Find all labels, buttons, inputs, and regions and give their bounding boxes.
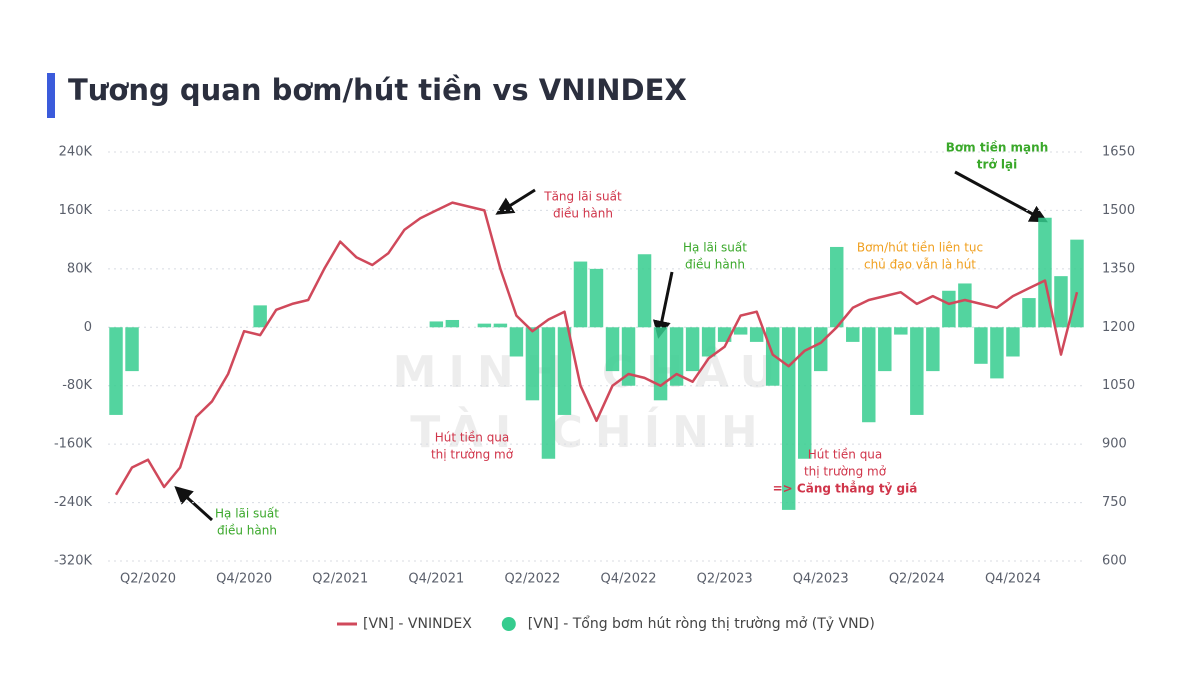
annotation: Bơm/hút tiền liên tục [857, 241, 983, 255]
bar [637, 254, 652, 328]
legend-label: [VN] - VNINDEX [363, 616, 472, 632]
bar [701, 327, 716, 357]
line [114, 201, 1079, 496]
chart-title: Tương quan bơm/hút tiền vs VNINDEX [68, 73, 687, 107]
legend-swatch [501, 617, 516, 631]
bar [1054, 276, 1068, 328]
annotation: Bơm tiền mạnh [946, 141, 1048, 155]
bar [910, 327, 924, 415]
y-tick-label: 240K [59, 145, 93, 160]
bar [621, 327, 636, 386]
y-tick-label: 80K [67, 261, 93, 276]
annotation: chủ đạo vẫn là hút [864, 258, 976, 272]
bar [589, 268, 604, 328]
y2-tick-label: 600 [1102, 554, 1127, 569]
x-tick-label: Q2/2023 [697, 572, 753, 587]
y-tick-label: 0 [84, 320, 92, 335]
arrow [495, 188, 536, 215]
bar [1006, 327, 1020, 357]
x-tick-label: Q4/2021 [408, 572, 464, 587]
y2-tick-label: 900 [1102, 437, 1127, 452]
bar [765, 327, 780, 386]
x-tick-label: Q2/2022 [504, 572, 560, 587]
x-tick-label: Q4/2022 [601, 572, 657, 587]
bar [781, 327, 796, 510]
bar [1038, 217, 1052, 328]
bar [445, 319, 460, 328]
annotation: điều hành [685, 258, 745, 272]
bar [573, 261, 588, 328]
y-tick-label: -80K [62, 378, 92, 393]
annotation: Hạ lãi suất [683, 241, 747, 255]
y-tick-label: -160K [54, 437, 93, 452]
annotation: Hút tiền qua [435, 431, 510, 445]
bar [797, 327, 812, 459]
bar [605, 327, 620, 372]
arrow [653, 271, 674, 339]
legend-label: [VN] - Tổng bơm hút ròng thị trường mở (… [528, 615, 875, 632]
bar [109, 327, 123, 415]
bar [653, 327, 668, 401]
y2-tick-label: 750 [1102, 495, 1127, 510]
bar [557, 327, 572, 415]
bar [862, 327, 876, 423]
title-accent [47, 73, 55, 118]
bar [125, 327, 139, 372]
annotation: Hạ lãi suất [215, 507, 279, 521]
y-tick-label: -240K [54, 495, 93, 510]
y2-tick-label: 1650 [1102, 145, 1135, 160]
bar [493, 323, 508, 328]
x-tick-label: Q4/2023 [793, 572, 849, 587]
x-tick-label: Q2/2020 [120, 572, 176, 587]
bar [990, 327, 1004, 379]
watermark: TÀI CHÍNH [410, 405, 769, 458]
annotation: => Căng thẳng tỷ giá [773, 481, 918, 496]
bar [958, 283, 972, 328]
bar [541, 327, 556, 459]
annotation: điều hành [553, 207, 613, 221]
bar [749, 327, 764, 342]
annotation: điều hành [217, 524, 277, 538]
bar [814, 327, 828, 372]
annotation: trở lại [977, 158, 1017, 172]
bar [926, 327, 940, 372]
bar [685, 327, 700, 372]
bar [894, 327, 908, 335]
watermark: MINH CHÂU [393, 345, 788, 398]
arrow [954, 170, 1048, 223]
bar [942, 290, 956, 328]
x-tick-label: Q4/2020 [216, 572, 272, 587]
bar [733, 327, 748, 335]
y2-tick-label: 1500 [1102, 203, 1135, 218]
y-tick-label: 160K [59, 203, 93, 218]
annotation: thị trường mở [804, 465, 887, 479]
bar [509, 327, 524, 357]
bar [830, 246, 844, 328]
bar [878, 327, 892, 372]
bar [429, 321, 444, 328]
annotation: thị trường mở [431, 448, 514, 462]
bar [846, 327, 860, 342]
y-tick-label: -320K [54, 554, 93, 569]
x-tick-label: Q2/2024 [889, 572, 945, 587]
annotation: Hút tiền qua [808, 448, 883, 462]
bar [253, 305, 267, 328]
x-tick-label: Q2/2021 [312, 572, 368, 587]
y2-tick-label: 1050 [1102, 378, 1135, 393]
annotation: Tăng lãi suất [543, 190, 622, 204]
bar [1022, 298, 1036, 328]
bar [669, 327, 684, 386]
x-tick-label: Q4/2024 [985, 572, 1041, 587]
y2-tick-label: 1200 [1102, 320, 1135, 335]
bar [477, 323, 492, 328]
bar [525, 327, 540, 401]
arrows [174, 170, 1048, 522]
y2-tick-label: 1350 [1102, 261, 1135, 276]
bar [974, 327, 988, 364]
arrow [174, 485, 214, 522]
